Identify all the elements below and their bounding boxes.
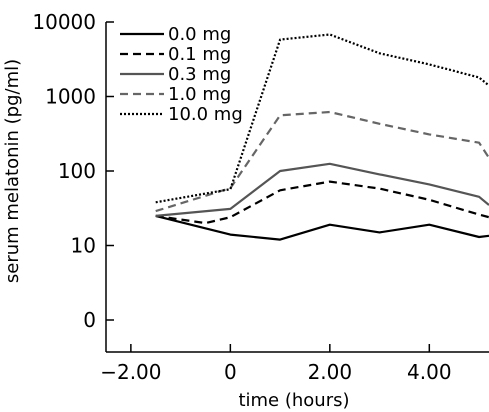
x-tick-label: 2.00: [308, 360, 353, 384]
x-tick-label: 4.00: [407, 360, 452, 384]
legend-label-3: 1.0 mg: [168, 84, 231, 105]
legend-label-0: 0.0 mg: [168, 24, 231, 45]
ticks: −2.00 0 2.00 4.00 0 10 100 1000 10000: [32, 10, 451, 384]
series-line-3: [155, 110, 489, 213]
series-layer: [155, 33, 489, 241]
y-tick-label: 0: [83, 308, 96, 332]
axes: [105, 22, 489, 353]
legend-label-1: 0.1 mg: [168, 44, 231, 65]
x-tick-label: −2.00: [100, 360, 161, 384]
series-line-0: [155, 214, 489, 241]
legend-label-4: 10.0 mg: [168, 104, 243, 125]
y-axis-label: serum melatonin (pg/ml): [2, 59, 23, 283]
y-tick-label: 100: [58, 159, 96, 183]
y-tick-label: 10: [71, 234, 96, 258]
series-line-1: [155, 180, 489, 225]
x-tick-label: 0: [224, 360, 237, 384]
series-line-2: [155, 162, 489, 217]
y-tick-label: 1000: [45, 85, 96, 109]
y-tick-label: 10000: [32, 10, 96, 34]
x-axis-label: time (hours): [238, 390, 349, 411]
legend-label-2: 0.3 mg: [168, 64, 231, 85]
